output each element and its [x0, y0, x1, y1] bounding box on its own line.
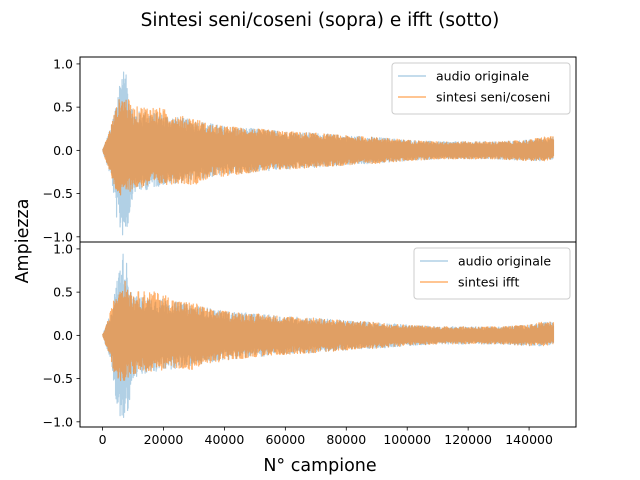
x-tick-label: 60000: [265, 432, 305, 447]
bottom-legend: audio originale sintesi ifft: [413, 247, 571, 300]
x-tick-label: 80000: [326, 432, 366, 447]
bottom-x-ticks: 0 20000 40000 60000 80000 100000 120000 140000: [99, 427, 553, 447]
legend-label: audio originale: [458, 254, 551, 269]
x-tick-label: 140000: [505, 432, 553, 447]
y-tick-label: 0.0: [53, 328, 73, 343]
bottom-axes: −1.0 −0.5 0.0 0.5 1.0 0 20000 40000 60000 80000 1…: [43, 241, 577, 447]
top-legend: audio originale sintesi seni/coseni: [391, 62, 571, 115]
series-line-sintesi: [102, 99, 555, 196]
y-tick-label: 0.5: [53, 285, 73, 300]
legend-box: [391, 62, 571, 115]
x-tick-label: 0: [99, 432, 107, 447]
figure-suptitle: Sintesi seni/coseni (sopra) e ifft (sott…: [141, 10, 500, 31]
y-axis-label: Ampiezza: [13, 199, 33, 284]
top-plot-area: [101, 71, 555, 236]
y-tick-label: 1.0: [53, 241, 73, 256]
bottom-axes-frame: [79, 241, 577, 428]
y-tick-label: −1.0: [43, 414, 73, 429]
legend-label: audio originale: [436, 69, 529, 84]
bottom-y-ticks: −1.0 −0.5 0.0 0.5 1.0: [43, 241, 80, 429]
y-tick-label: −0.5: [43, 186, 73, 201]
x-tick-label: 40000: [205, 432, 245, 447]
y-tick-label: 1.0: [53, 56, 73, 71]
bottom-plot-area: [101, 253, 555, 419]
legend-label: sintesi seni/coseni: [436, 90, 550, 105]
y-tick-label: −0.5: [43, 371, 73, 386]
y-tick-label: −1.0: [43, 229, 73, 244]
x-tick-label: 120000: [444, 432, 492, 447]
legend-label: sintesi ifft: [458, 275, 520, 290]
x-tick-label: 20000: [144, 432, 184, 447]
y-tick-label: 0.5: [53, 100, 73, 115]
x-tick-label: 100000: [383, 432, 431, 447]
legend-box: [413, 247, 571, 300]
top-axes: −1.0 −0.5 0.0 0.5 1.0 audio originale sintesi…: [43, 56, 577, 244]
top-y-ticks: −1.0 −0.5 0.0 0.5 1.0: [43, 56, 80, 244]
y-tick-label: 0.0: [53, 143, 73, 158]
x-axis-label: N° campione: [263, 456, 376, 476]
series-line-sintesi: [101, 280, 555, 382]
